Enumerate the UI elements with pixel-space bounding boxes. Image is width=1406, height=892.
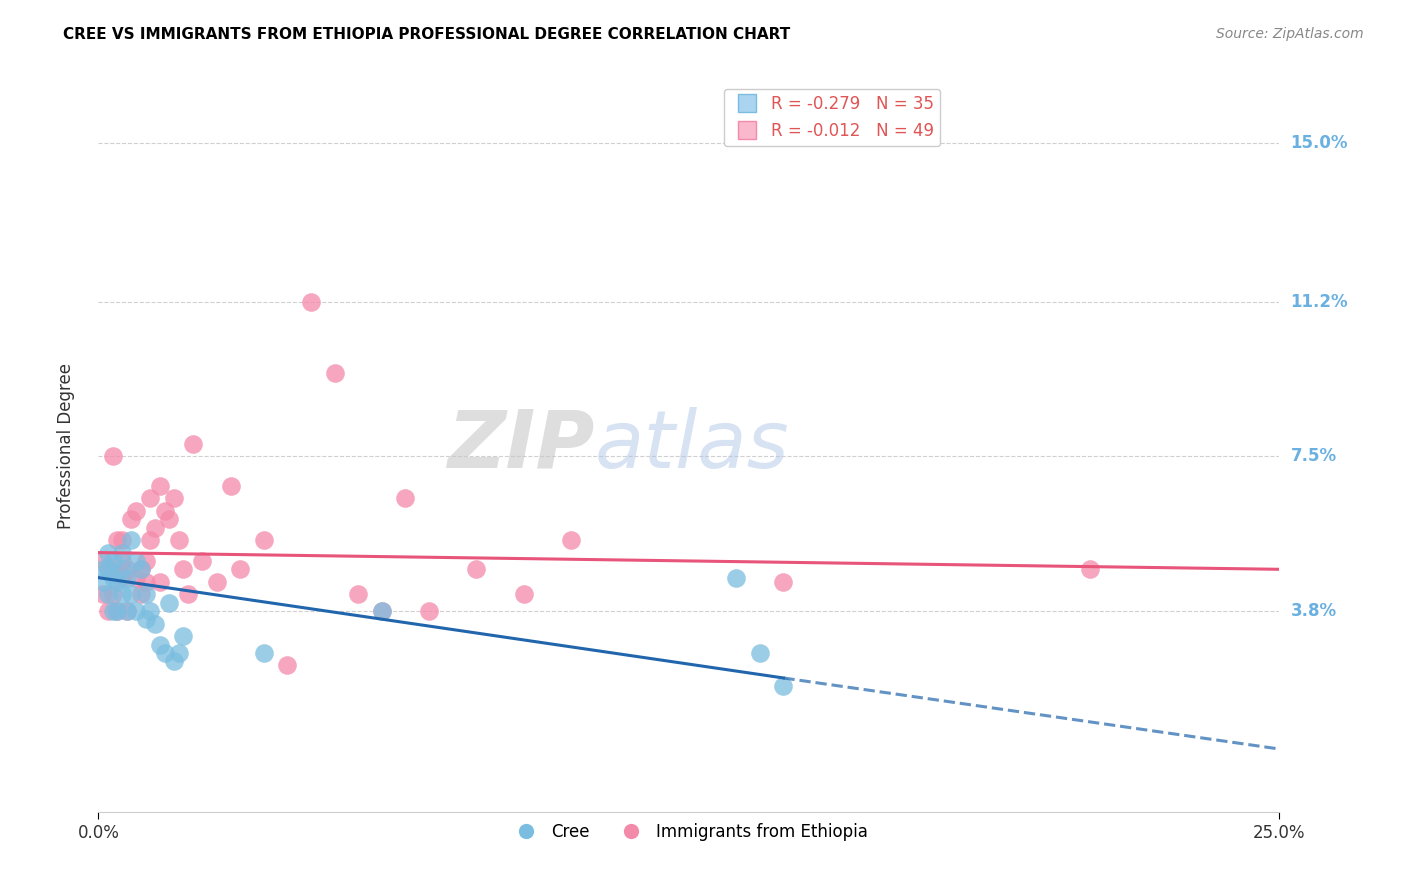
Point xyxy=(111,562,134,576)
Point xyxy=(347,587,370,601)
Legend: Cree, Immigrants from Ethiopia: Cree, Immigrants from Ethiopia xyxy=(503,816,875,847)
Point xyxy=(276,658,298,673)
Point xyxy=(167,646,190,660)
Point xyxy=(725,571,748,585)
Point xyxy=(135,574,157,589)
Point xyxy=(111,587,134,601)
Point xyxy=(97,587,120,601)
Point xyxy=(371,604,394,618)
Point xyxy=(101,604,124,618)
Point xyxy=(153,504,176,518)
Text: atlas: atlas xyxy=(595,407,789,485)
Point xyxy=(177,587,200,601)
Point xyxy=(121,512,143,526)
Point xyxy=(163,654,186,668)
Point xyxy=(105,604,128,618)
Text: CREE VS IMMIGRANTS FROM ETHIOPIA PROFESSIONAL DEGREE CORRELATION CHART: CREE VS IMMIGRANTS FROM ETHIOPIA PROFESS… xyxy=(63,27,790,42)
Point xyxy=(143,520,166,534)
Point xyxy=(101,587,124,601)
Point xyxy=(121,533,143,547)
Point xyxy=(157,512,180,526)
Point xyxy=(772,574,794,589)
Text: 7.5%: 7.5% xyxy=(1291,448,1337,466)
Point xyxy=(129,562,152,576)
Point xyxy=(91,562,114,576)
Point xyxy=(163,491,186,506)
Point xyxy=(111,571,134,585)
Point xyxy=(139,533,162,547)
Point xyxy=(560,533,582,547)
Text: 15.0%: 15.0% xyxy=(1291,134,1348,152)
Point xyxy=(323,366,346,380)
Point xyxy=(394,491,416,506)
Point xyxy=(512,587,534,601)
Point xyxy=(97,562,120,576)
Point xyxy=(139,604,162,618)
Point xyxy=(253,533,276,547)
Point xyxy=(181,437,204,451)
Y-axis label: Professional Degree: Professional Degree xyxy=(56,363,75,529)
Point xyxy=(191,554,214,568)
Point xyxy=(157,596,180,610)
Point xyxy=(111,545,134,559)
Point xyxy=(229,562,252,576)
Point xyxy=(149,479,172,493)
Point xyxy=(748,646,770,660)
Point xyxy=(121,587,143,601)
Point xyxy=(105,604,128,618)
Point xyxy=(253,646,276,660)
Point xyxy=(149,574,172,589)
Point xyxy=(115,604,138,618)
Point xyxy=(135,612,157,626)
Point xyxy=(153,646,176,660)
Point xyxy=(465,562,488,576)
Point xyxy=(135,587,157,601)
Point xyxy=(299,294,322,309)
Text: 3.8%: 3.8% xyxy=(1291,602,1337,620)
Text: Source: ZipAtlas.com: Source: ZipAtlas.com xyxy=(1216,27,1364,41)
Point xyxy=(143,616,166,631)
Point xyxy=(129,562,152,576)
Point xyxy=(101,554,124,568)
Point xyxy=(371,604,394,618)
Point xyxy=(772,679,794,693)
Point xyxy=(167,533,190,547)
Point xyxy=(125,504,148,518)
Point xyxy=(418,604,440,618)
Point xyxy=(129,587,152,601)
Point xyxy=(115,571,138,585)
Point xyxy=(111,554,134,568)
Text: 11.2%: 11.2% xyxy=(1291,293,1348,310)
Point xyxy=(111,533,134,547)
Point xyxy=(125,571,148,585)
Point xyxy=(139,491,162,506)
Point xyxy=(97,562,120,576)
Point xyxy=(205,574,228,589)
Point xyxy=(91,574,114,589)
Point xyxy=(172,629,194,643)
Point xyxy=(105,574,128,589)
Point xyxy=(97,604,120,618)
Point xyxy=(149,638,172,652)
Point xyxy=(125,554,148,568)
Point xyxy=(97,545,120,559)
Point xyxy=(125,604,148,618)
Point xyxy=(91,587,114,601)
Point xyxy=(115,604,138,618)
Point xyxy=(105,533,128,547)
Point xyxy=(101,571,124,585)
Text: ZIP: ZIP xyxy=(447,407,595,485)
Point xyxy=(115,562,138,576)
Point xyxy=(135,554,157,568)
Point xyxy=(219,479,242,493)
Point xyxy=(91,554,114,568)
Point xyxy=(101,450,124,464)
Point xyxy=(172,562,194,576)
Point xyxy=(1080,562,1102,576)
